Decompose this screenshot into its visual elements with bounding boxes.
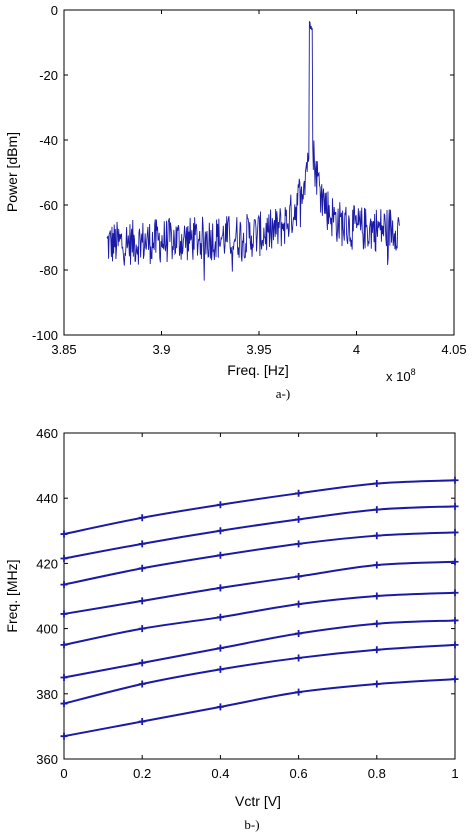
spectrum-caption: a-)	[276, 386, 290, 401]
tuning-x-axis-label: Vctr [V]	[235, 793, 281, 809]
spectrum-x-multiplier: x 108	[386, 367, 416, 384]
series-point	[216, 584, 224, 592]
series-point	[295, 629, 303, 637]
series-point	[451, 675, 459, 683]
y-tick-label: 440	[36, 491, 58, 506]
series-point	[138, 659, 146, 667]
y-tick-label: 0	[51, 3, 58, 18]
series-point	[138, 540, 146, 548]
series-point	[60, 674, 68, 681]
x-tick-label: 1	[451, 766, 458, 781]
series-point	[295, 654, 303, 662]
y-tick-label: -100	[32, 328, 58, 343]
spectrum-trace	[106, 20, 400, 281]
series-point	[60, 732, 68, 740]
series-point	[216, 501, 224, 509]
tuning-series	[60, 476, 459, 740]
series-point	[138, 564, 146, 572]
tuning-ticks	[63, 432, 456, 760]
spectrum-x-multiplier-exponent: 8	[411, 367, 416, 377]
series-point	[60, 641, 68, 649]
spectrum-y-tick-labels: -100 -80 -60 -40 -20 0	[32, 3, 58, 343]
series-point	[451, 476, 459, 484]
spectrum-x-tick-labels: 3.85 3.9 3.95 4 4.05	[51, 342, 466, 357]
spectrum-plot-frame	[63, 9, 455, 336]
series-point	[295, 540, 303, 548]
series-line	[63, 678, 456, 738]
y-tick-label: -60	[39, 198, 58, 213]
series-point	[138, 625, 146, 633]
tuning-caption: b-)	[244, 817, 259, 832]
series-point	[373, 506, 381, 514]
y-tick-label: 360	[36, 752, 58, 767]
series-point	[373, 646, 381, 654]
series-point	[138, 514, 146, 522]
spectrum-panel: 3.85 3.9 3.95 4 4.05 -100 -80 -60 -40 -20 0 Freq.…	[4, 3, 467, 401]
x-tick-label: 4.05	[441, 342, 466, 357]
series-point	[373, 480, 381, 488]
series-point	[60, 610, 68, 618]
x-tick-label: 3.9	[152, 342, 170, 357]
y-tick-label: -80	[39, 263, 58, 278]
series-line	[63, 619, 456, 679]
series-line	[63, 479, 456, 536]
series-point	[60, 530, 68, 538]
series-line	[63, 531, 456, 586]
series-point	[373, 532, 381, 540]
series-point	[295, 572, 303, 580]
series-point	[451, 558, 459, 566]
series-point	[451, 528, 459, 536]
y-tick-label: -20	[39, 68, 58, 83]
x-tick-label: 4	[353, 342, 360, 357]
series-line	[63, 560, 456, 615]
spectrum-y-axis-label: Power [dBm]	[4, 132, 20, 212]
series-point	[295, 515, 303, 523]
series-line	[63, 643, 456, 705]
series-point	[216, 703, 224, 711]
series-point	[451, 589, 459, 597]
tuning-panel: 0 0.2 0.4 0.6 0.8 1 360 380 400 420 440 460 Vctr […	[4, 426, 459, 832]
x-tick-label: 0	[60, 766, 67, 781]
series-point	[373, 592, 381, 600]
series-point	[138, 718, 146, 726]
series-point	[216, 613, 224, 621]
series-point	[295, 489, 303, 497]
series-point	[216, 527, 224, 535]
series-point	[295, 688, 303, 696]
tuning-x-tick-labels: 0 0.2 0.4 0.6 0.8 1	[60, 766, 458, 781]
x-tick-label: 3.85	[51, 342, 76, 357]
series-line	[63, 505, 456, 560]
y-tick-label: 460	[36, 426, 58, 441]
series-point	[295, 600, 303, 608]
series-point	[138, 597, 146, 605]
spectrum-ticks	[63, 9, 455, 336]
y-tick-label: 400	[36, 622, 58, 637]
series-point	[216, 644, 224, 652]
series-point	[373, 620, 381, 628]
tuning-y-axis-label: Freq. [MHz]	[4, 559, 20, 632]
series-point	[373, 561, 381, 569]
series-point	[216, 665, 224, 673]
x-tick-label: 0.4	[211, 766, 229, 781]
spectrum-x-axis-label: Freq. [Hz]	[227, 362, 288, 378]
series-point	[373, 680, 381, 688]
y-tick-label: 420	[36, 556, 58, 571]
y-tick-label: 380	[36, 687, 58, 702]
series-line	[63, 591, 456, 646]
x-tick-label: 3.95	[246, 342, 271, 357]
y-tick-label: -40	[39, 133, 58, 148]
tuning-y-tick-labels: 360 380 400 420 440 460	[36, 426, 58, 767]
series-point	[138, 680, 146, 688]
series-point	[451, 502, 459, 510]
x-tick-label: 0.6	[290, 766, 308, 781]
series-point	[216, 551, 224, 559]
x-tick-label: 0.2	[133, 766, 151, 781]
series-point	[451, 641, 459, 649]
series-point	[451, 616, 459, 624]
series-point	[60, 700, 68, 708]
series-point	[60, 581, 68, 589]
series-point	[60, 555, 68, 563]
x-tick-label: 0.8	[368, 766, 386, 781]
